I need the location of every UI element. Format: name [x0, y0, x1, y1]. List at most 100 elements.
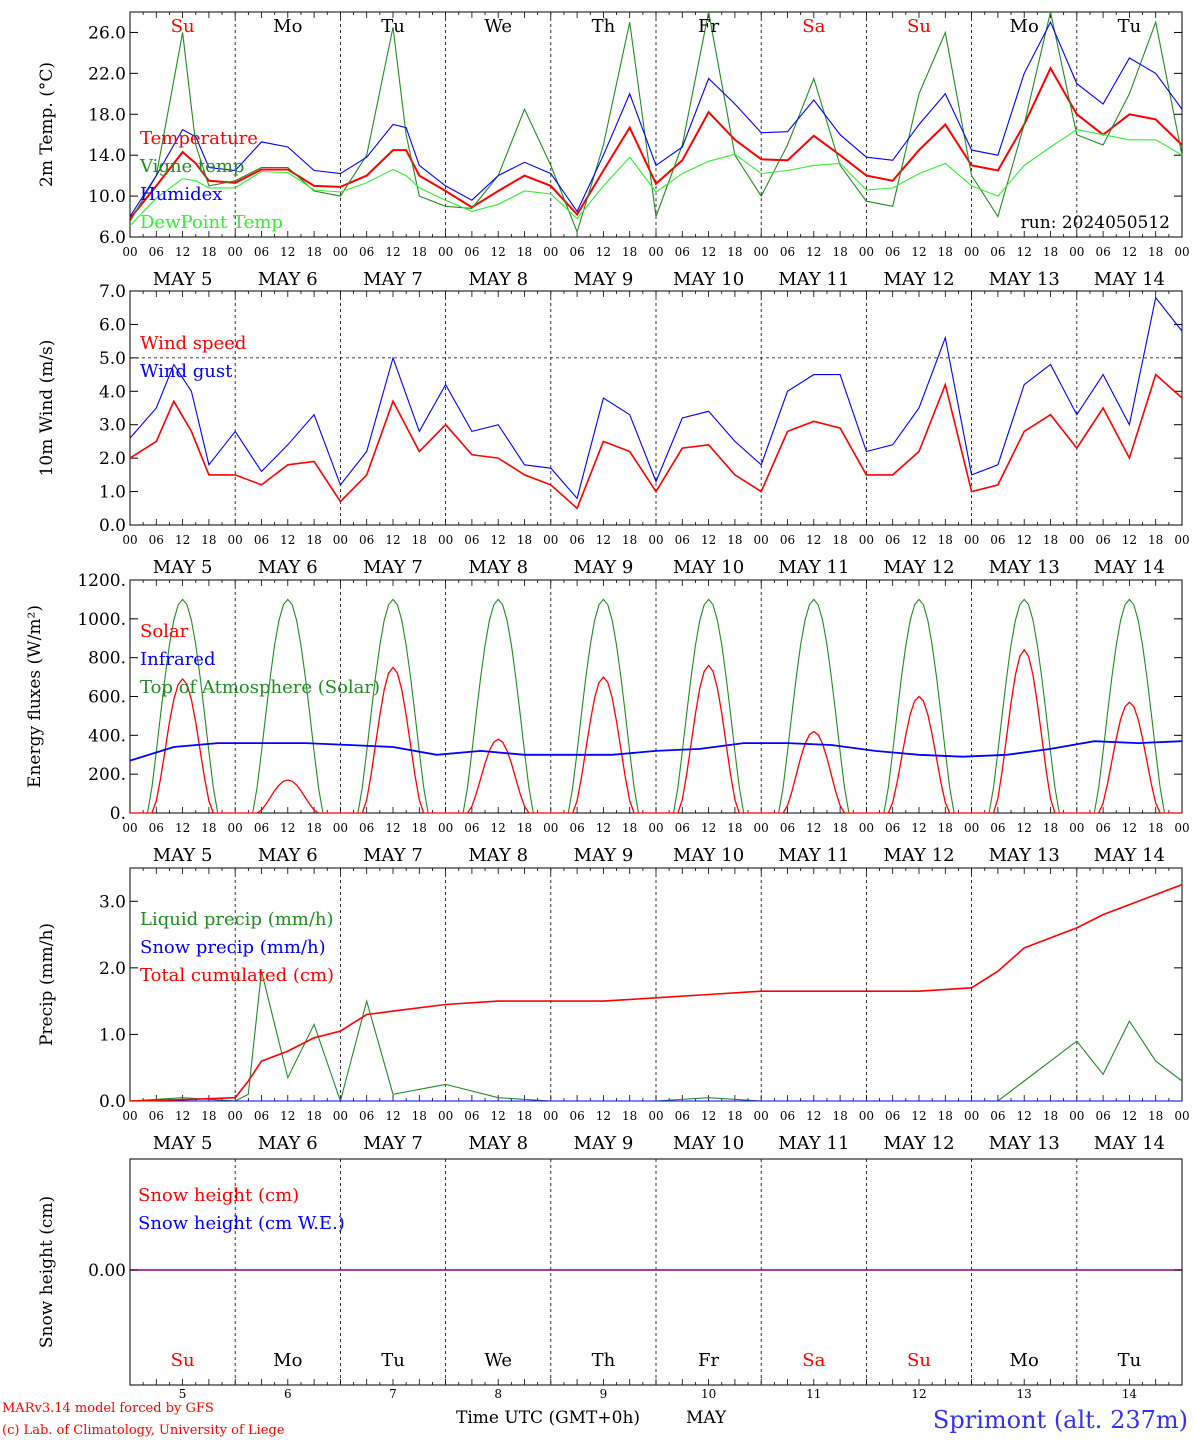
- hour-tick-label: 06: [464, 245, 479, 259]
- date-label: MAY 14: [1094, 1133, 1165, 1154]
- hour-tick-label: 00: [859, 245, 874, 259]
- y-tick-label: 800.: [88, 649, 126, 669]
- date-label: MAY 10: [673, 557, 744, 578]
- date-label: MAY 12: [883, 1133, 954, 1154]
- y-tick-label: 2.0: [99, 959, 126, 979]
- date-label: MAY 14: [1094, 845, 1165, 866]
- y-tick-label: 7.0: [99, 282, 126, 302]
- date-label: MAY 6: [258, 1133, 318, 1154]
- legend-entry: Wind gust: [140, 361, 233, 382]
- hour-tick-label: 18: [727, 245, 742, 259]
- date-label: MAY 10: [673, 1133, 744, 1154]
- date-label: MAY 5: [153, 1133, 213, 1154]
- date-label: MAY 5: [153, 845, 213, 866]
- hour-tick-label: 06: [990, 245, 1005, 259]
- hour-tick-label: 06: [149, 1109, 164, 1123]
- panel-4: Precip (mm/h) 0.0 1.0 2.0 3.0 Liquid precip (…: [37, 867, 1190, 1154]
- hour-tick-label: 00: [648, 821, 663, 835]
- y-tick-label: 4.0: [99, 382, 126, 402]
- hour-tick-label: 00: [438, 821, 453, 835]
- day-name-label: We: [484, 1350, 512, 1371]
- legend-entry: Total cumulated (cm): [140, 965, 334, 986]
- hour-tick-label: 18: [306, 1109, 321, 1123]
- hour-tick-label: 12: [911, 1109, 926, 1123]
- hour-tick-label: 06: [254, 1109, 269, 1123]
- date-label: MAY 14: [1094, 557, 1165, 578]
- hour-tick-label: 12: [175, 1109, 190, 1123]
- hour-tick-label: 18: [622, 245, 637, 259]
- day-name-label: Mo: [1010, 16, 1039, 37]
- hour-tick-label: 18: [517, 533, 532, 547]
- hour-tick-label: 18: [1148, 1109, 1163, 1123]
- hour-tick-label: 12: [701, 821, 716, 835]
- hour-tick-label: 00: [648, 1109, 663, 1123]
- series-dewpoint-temp: [129, 129, 1183, 227]
- hour-tick-label: 00: [859, 821, 874, 835]
- hour-tick-label: 12: [911, 245, 926, 259]
- legend-entry: Snow height (cm W.E.): [138, 1213, 345, 1234]
- day-name-label: Su: [171, 16, 195, 37]
- day-name-label: Mo: [273, 16, 302, 37]
- hour-tick-label: 18: [938, 245, 953, 259]
- y-tick-label: 0.0: [99, 1092, 126, 1112]
- date-label: MAY 11: [778, 269, 849, 290]
- hour-tick-label: 06: [254, 533, 269, 547]
- hour-tick-label: 00: [438, 533, 453, 547]
- hour-tick-label: 18: [938, 821, 953, 835]
- hour-tick-label: 18: [201, 245, 216, 259]
- hour-tick-label: 18: [306, 821, 321, 835]
- date-label: MAY 9: [574, 1133, 634, 1154]
- series-infrared: [129, 740, 1183, 762]
- hour-tick-label: 06: [1095, 1109, 1110, 1123]
- legend-entry: Wind speed: [140, 333, 246, 354]
- legend-entry: Snow precip (mm/h): [140, 937, 326, 958]
- hour-tick-label: 18: [1148, 533, 1163, 547]
- station-label: Sprimont (alt. 237m): [933, 1406, 1188, 1434]
- hour-tick-label: 00: [754, 821, 769, 835]
- hour-tick-label: 18: [1148, 245, 1163, 259]
- hour-tick-label: 00: [122, 533, 137, 547]
- hour-tick-label: 18: [1043, 821, 1058, 835]
- hour-tick-label: 00: [754, 245, 769, 259]
- hour-tick-label: 06: [675, 533, 690, 547]
- hour-tick-label: 18: [727, 533, 742, 547]
- hour-tick-label: 06: [464, 821, 479, 835]
- hour-tick-label: 06: [990, 533, 1005, 547]
- hour-tick-label: 06: [780, 1109, 795, 1123]
- hour-tick-label: 06: [254, 821, 269, 835]
- day-name-label: Tu: [1118, 1350, 1142, 1371]
- hour-tick-label: 12: [596, 821, 611, 835]
- day-name-label: Tu: [381, 16, 405, 37]
- hour-tick-label: 00: [648, 245, 663, 259]
- date-label: MAY 9: [574, 557, 634, 578]
- y-tick-label: 0.0: [99, 516, 126, 536]
- hour-tick-label: 12: [911, 533, 926, 547]
- date-label: MAY 8: [468, 269, 528, 290]
- hour-tick-label: 06: [780, 821, 795, 835]
- hour-tick-label: 00: [122, 1109, 137, 1123]
- hour-tick-label: 18: [832, 533, 847, 547]
- hour-tick-label: 00: [122, 821, 137, 835]
- date-label: MAY 13: [989, 1133, 1060, 1154]
- hour-tick-label: 06: [990, 1109, 1005, 1123]
- legend-entry: DewPoint Temp: [140, 212, 283, 233]
- date-label: MAY 6: [258, 269, 318, 290]
- panel-2: 10m Wind (m/s) 0.0 1.0 2.0 3.0 4.0 5.0 6.0 7.0 Wi…: [37, 282, 1190, 578]
- legend-entry: Liquid precip (mm/h): [140, 909, 334, 930]
- hour-tick-label: 12: [491, 245, 506, 259]
- day-number-label: 8: [494, 1387, 502, 1401]
- panel-5: Snow height (cm) 0.00 Snow height (cm) Snow…: [37, 1158, 1183, 1401]
- series-total-cumulated-cm-: [129, 883, 1183, 1102]
- day-name-label: Su: [907, 16, 931, 37]
- y-axis-label: Snow height (cm): [37, 1196, 57, 1348]
- day-number-label: 13: [1017, 1387, 1032, 1401]
- hour-tick-label: 06: [569, 1109, 584, 1123]
- y-tick-label: 6.0: [99, 315, 126, 335]
- hour-tick-label: 18: [938, 533, 953, 547]
- hour-tick-label: 06: [675, 245, 690, 259]
- date-label: MAY 10: [673, 269, 744, 290]
- hour-tick-label: 18: [517, 245, 532, 259]
- y-tick-label: 0.00: [88, 1261, 126, 1281]
- day-name-label: Tu: [1118, 16, 1142, 37]
- hour-tick-label: 18: [727, 821, 742, 835]
